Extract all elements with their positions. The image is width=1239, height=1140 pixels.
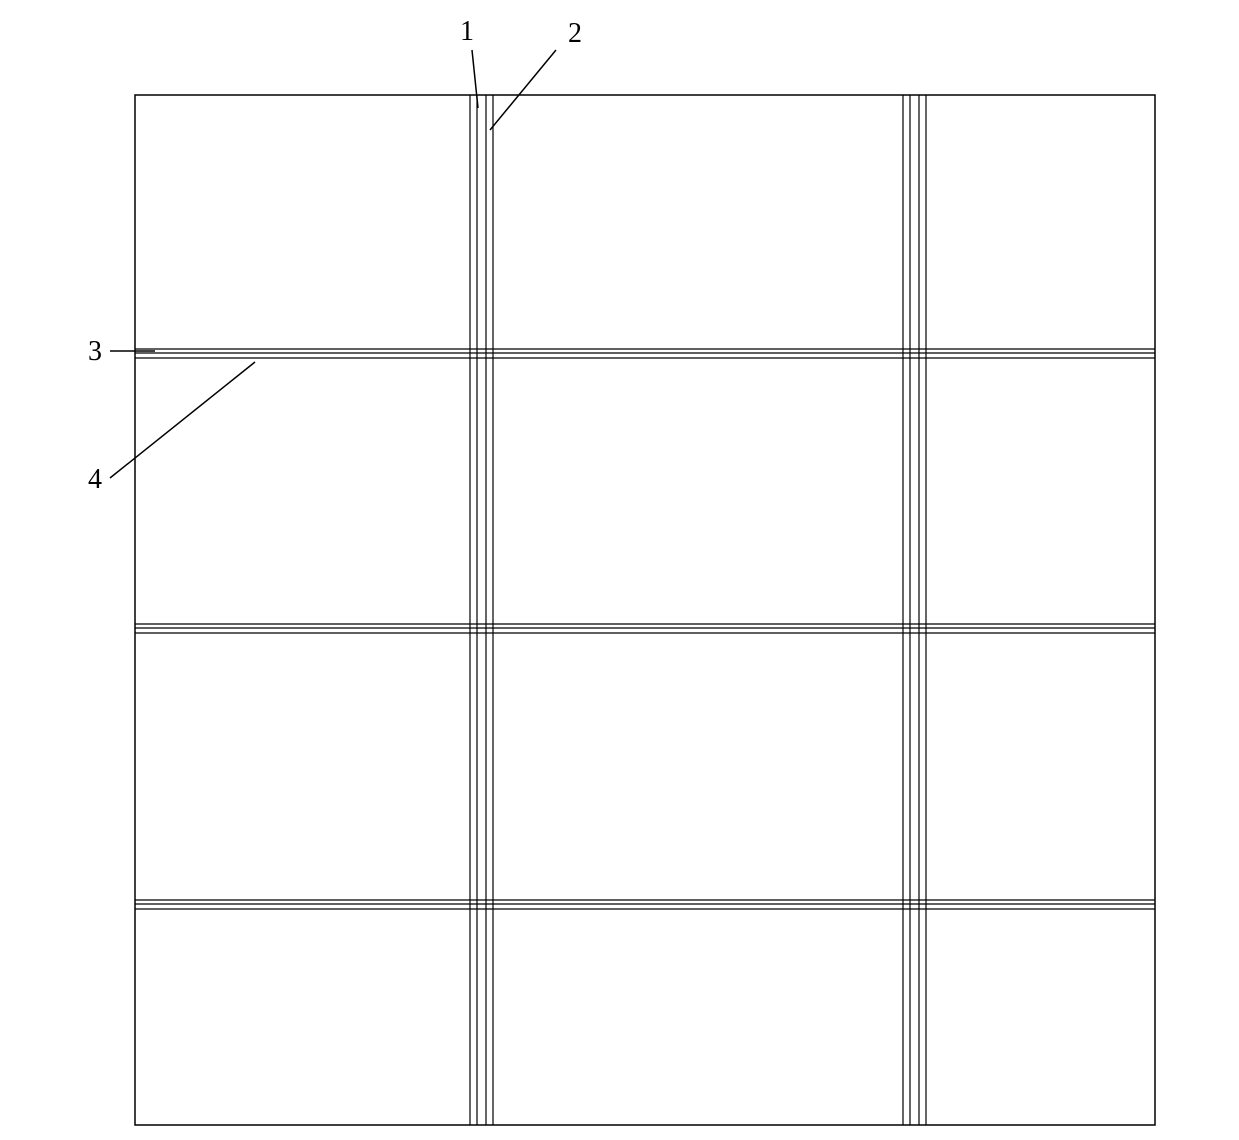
label-1: 1 xyxy=(460,16,474,47)
technical-diagram: 1 2 3 4 xyxy=(0,0,1239,1140)
leader-line-4 xyxy=(110,362,255,478)
leader-line-2 xyxy=(490,50,556,130)
leader-line-1 xyxy=(472,50,478,108)
label-4: 4 xyxy=(88,464,102,495)
label-2: 2 xyxy=(568,18,582,49)
diagram-container: 1 2 3 4 xyxy=(0,0,1239,1140)
outer-boundary xyxy=(135,95,1155,1125)
label-3: 3 xyxy=(88,336,102,367)
